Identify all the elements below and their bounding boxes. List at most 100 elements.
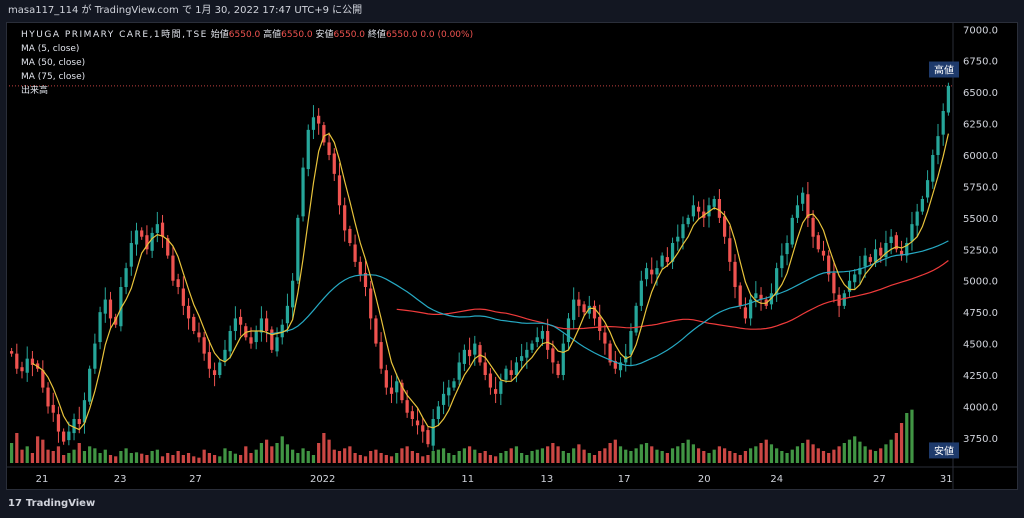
candle-body <box>415 420 420 426</box>
legend-ma50[interactable]: MA (50, close) <box>21 58 86 68</box>
candle-body <box>634 305 638 333</box>
y-tick-label: 5500.0 <box>963 214 998 225</box>
volume-bar <box>238 455 243 463</box>
candle-body <box>650 269 654 275</box>
candle-body <box>868 257 872 262</box>
candle-body <box>25 358 29 373</box>
open-label: 始値 <box>210 30 229 40</box>
candle-body <box>806 194 810 218</box>
candle-body <box>520 356 524 361</box>
volume-bar <box>827 453 831 463</box>
volume-bar <box>587 453 591 463</box>
volume-bar <box>244 446 248 463</box>
volume-bar <box>670 448 675 463</box>
low-label: 安値 <box>315 30 334 40</box>
candle-body <box>176 279 180 287</box>
legend-ma75[interactable]: MA (75, close) <box>21 72 86 82</box>
volume-bar <box>655 449 659 463</box>
volume-bar <box>207 453 211 463</box>
volume-bar <box>811 444 815 463</box>
volume-bar <box>379 453 383 463</box>
volume-bar <box>56 446 61 463</box>
volume-bar <box>160 456 165 463</box>
candle-body <box>405 400 409 413</box>
volume-bar <box>879 448 883 463</box>
volume-bar <box>785 453 789 463</box>
volume-bar <box>743 451 748 463</box>
volume-bar <box>374 449 378 463</box>
volume-bar <box>98 453 102 463</box>
candle-body <box>452 381 456 388</box>
volume-bar <box>894 433 898 463</box>
candle-body <box>780 255 784 269</box>
volume-bar <box>395 453 399 463</box>
candle-body <box>306 129 310 170</box>
legend-ma5[interactable]: MA (5, close) <box>21 44 80 54</box>
candle-body <box>56 414 61 432</box>
volume-bar <box>561 451 565 463</box>
volume-bar <box>733 453 737 463</box>
volume-bar <box>447 453 451 463</box>
volume-bar <box>608 443 612 463</box>
candle-body <box>395 381 399 393</box>
candle-body <box>493 389 498 394</box>
x-tick-label: 27 <box>873 474 886 485</box>
candle-body <box>514 362 519 375</box>
volume-bar <box>530 451 534 463</box>
candle-body <box>400 382 404 401</box>
volume-bar <box>384 455 388 463</box>
tradingview-brand[interactable]: 17 TradingView <box>8 498 95 509</box>
volume-bar <box>228 451 232 463</box>
volume-bar <box>358 455 362 463</box>
volume-bar <box>311 455 316 463</box>
y-tick-label: 4000.0 <box>963 402 998 413</box>
candlestick-chart[interactable]: 7000.0 6750.0 6500.0 6250.0 6000.0 5750.0 5500… <box>7 23 1017 489</box>
volume-bar <box>218 456 222 463</box>
volume-bar <box>806 439 810 463</box>
candle-body <box>775 268 779 295</box>
volume-bar <box>436 449 440 463</box>
candle-body <box>363 272 368 287</box>
legend-volume[interactable]: 出来高 <box>21 86 49 96</box>
candle-body <box>863 255 867 267</box>
candle-body <box>811 217 815 237</box>
candle-body <box>72 419 76 434</box>
candle-body <box>332 153 336 174</box>
high-value: 6550.0 <box>281 30 313 40</box>
volume-bar <box>577 444 581 463</box>
candle-body <box>93 343 97 369</box>
volume-bar <box>780 451 784 463</box>
y-tick-label: 5750.0 <box>963 182 998 193</box>
chart-area[interactable]: 7000.0 6750.0 6500.0 6250.0 6000.0 5750.0 5500… <box>6 22 1018 490</box>
volume-bar <box>738 455 742 463</box>
ma75-line <box>396 260 949 330</box>
volume-bar <box>176 451 180 463</box>
candle-body <box>155 224 159 233</box>
volume-bar <box>369 451 373 463</box>
candle-body <box>223 349 227 361</box>
y-tick-label: 4750.0 <box>963 308 998 319</box>
volume-bar <box>821 451 826 463</box>
candle-body <box>62 431 66 442</box>
x-tick-label: 31 <box>940 474 953 485</box>
candle-body <box>546 331 550 350</box>
candle-body <box>228 331 232 352</box>
volume-bar <box>400 448 404 463</box>
volume-bar <box>603 448 607 463</box>
volume-bar <box>280 436 284 463</box>
candle-body <box>733 261 737 287</box>
candle-body <box>280 324 284 338</box>
candle-body <box>655 268 659 275</box>
candle-body <box>467 349 472 357</box>
volume-bar <box>572 448 576 463</box>
volume-bar <box>467 446 472 463</box>
candle-body <box>884 243 888 258</box>
candle-body <box>712 199 716 207</box>
candle-body <box>259 318 264 333</box>
candle-body <box>296 217 300 281</box>
volume-bar <box>546 446 550 463</box>
candle-body <box>936 136 940 155</box>
candle-body <box>311 117 316 130</box>
candle-body <box>858 268 862 275</box>
candle-body <box>410 411 414 419</box>
